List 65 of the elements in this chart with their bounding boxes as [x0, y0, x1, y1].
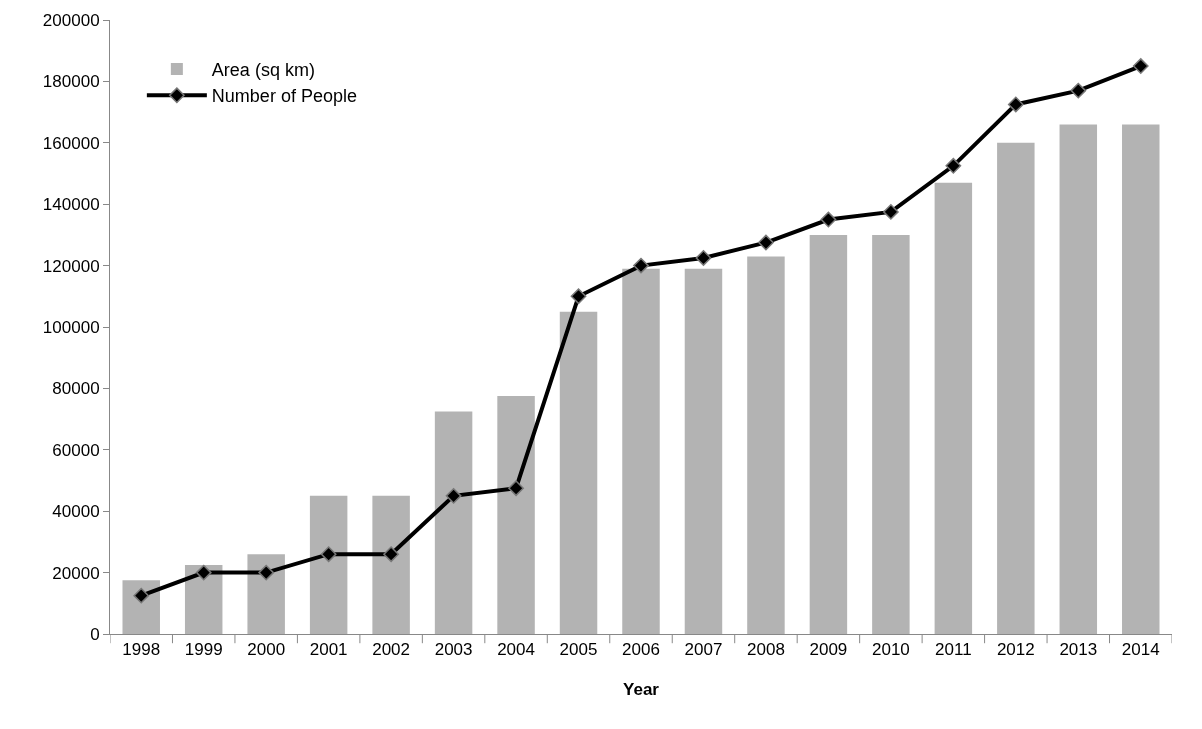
- point: [445, 487, 462, 504]
- bar: [1122, 124, 1160, 634]
- point: [383, 546, 400, 563]
- point: [1007, 96, 1024, 113]
- y-tick-label: 200000: [42, 10, 100, 30]
- x-tick-label: 2006: [622, 640, 660, 660]
- x-axis-title: Year: [623, 680, 660, 699]
- y-tick-label: 20000: [52, 563, 100, 583]
- bar: [934, 182, 973, 634]
- y-tick-label: 0: [90, 624, 100, 644]
- point: [945, 157, 962, 174]
- bar: [872, 234, 910, 634]
- point: [820, 211, 837, 228]
- point: [320, 546, 337, 563]
- x-tick-label: 2002: [372, 640, 411, 660]
- x-tick-label: 2009: [809, 640, 848, 660]
- bar: [684, 268, 723, 634]
- legend-label: Area (sq km): [211, 59, 315, 80]
- x-tick-label: 2005: [559, 640, 598, 660]
- point: [195, 564, 212, 581]
- bar: [497, 396, 535, 634]
- x-tick-label: 2012: [996, 640, 1035, 660]
- bar: [997, 142, 1035, 634]
- point: [758, 234, 774, 251]
- y-tick-label: 180000: [42, 72, 100, 92]
- bar: [747, 256, 785, 634]
- x-tick-label: 2000: [247, 640, 286, 660]
- x-tick-label: 1999: [184, 640, 223, 660]
- x-tick-label: 2013: [1059, 640, 1098, 660]
- x-tick-label: 1998: [122, 640, 161, 660]
- bar: [622, 268, 660, 634]
- bar: [559, 311, 598, 634]
- y-tick-label: 60000: [52, 440, 100, 460]
- y-tick-label: 100000: [42, 317, 100, 337]
- point: [1132, 58, 1149, 74]
- x-tick-label: 2003: [434, 640, 473, 660]
- x-tick-label: 2011: [935, 640, 972, 660]
- point: [258, 564, 275, 581]
- bar: [122, 580, 160, 634]
- y-tick-label: 160000: [42, 133, 100, 153]
- x-tick-label: 2014: [1121, 640, 1160, 660]
- point: [133, 587, 150, 604]
- point: [570, 288, 587, 305]
- y-tick-label: 120000: [42, 256, 100, 276]
- point: [633, 257, 649, 274]
- legend-label: Number of People: [211, 86, 357, 107]
- x-tick-label: 2001: [309, 640, 348, 660]
- bar: [434, 411, 473, 634]
- x-tick-label: 2010: [871, 640, 910, 660]
- x-tick-label: 2007: [684, 640, 723, 660]
- point: [1070, 82, 1087, 99]
- bar: [184, 564, 223, 634]
- y-tick-label: 40000: [52, 502, 100, 522]
- y-tick-label: 140000: [42, 195, 100, 215]
- y-tick-label: 80000: [52, 379, 100, 399]
- x-tick-label: 2008: [747, 640, 785, 660]
- bar: [247, 554, 285, 634]
- point: [695, 250, 712, 266]
- bar: [372, 495, 410, 634]
- x-tick-label: 2004: [497, 640, 535, 660]
- bar: [809, 234, 848, 634]
- bar: [1059, 124, 1098, 634]
- bar: [309, 495, 348, 634]
- point: [882, 203, 899, 220]
- point: [508, 480, 524, 497]
